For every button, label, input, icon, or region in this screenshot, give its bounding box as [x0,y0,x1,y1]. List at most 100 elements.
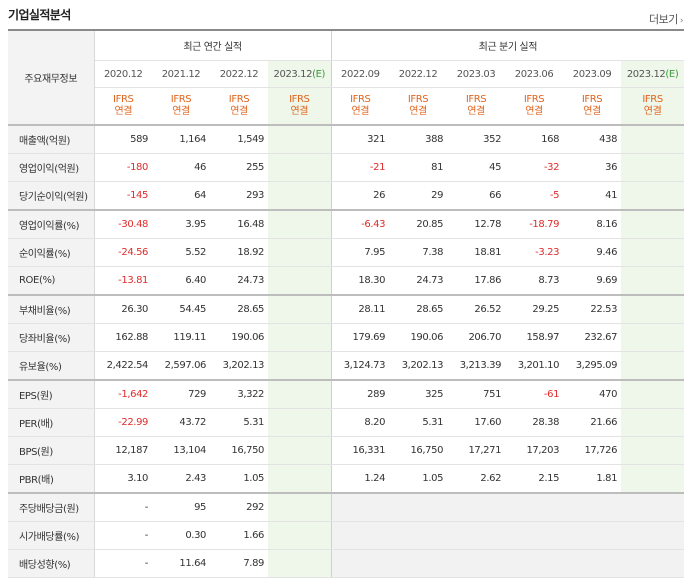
table-row: 유보율(%) 2,422.54 2,597.06 3,202.13 3,124.73 3,… [8,351,685,381]
annual-period-header: 2022.12 [210,60,268,88]
quarter-value-cell: -5 [505,181,564,211]
group-header-row: 주요재무정보 최근 연간 실적 최근 분기 실적 [8,29,685,126]
annual-value-cell: 13,104 [152,436,210,465]
quarter-empty-cell [505,521,564,550]
quarter-value-cell: 29.25 [505,294,564,324]
quarter-value-cell: 17,271 [447,436,506,465]
quarter-empty-cell [447,521,506,550]
row-label: 영업이익(억원) [8,153,95,182]
quarter-value-cell: 158.97 [505,323,564,352]
quarter-value-cell: 168 [505,124,564,154]
annual-value-cell: 54.45 [152,294,210,324]
quarter-value-cell: 41 [563,181,622,211]
annual-value-cell: 3.10 [94,464,152,494]
annual-value-cell: 3,202.13 [210,351,268,381]
annual-value-cell: -24.56 [94,238,152,267]
quarter-value-cell [621,436,685,465]
annual-value-cell [268,351,332,381]
quarter-empty-cell [389,521,448,550]
quarter-value-cell: 3,202.13 [389,351,448,381]
row-label: 부채비율(%) [8,294,95,324]
ifrs-basis-header: IFRS 연결 [152,87,210,126]
annual-value-cell: 255 [210,153,268,182]
table-row: 당좌비율(%) 162.88 119.11 190.06 179.69 190.06 206… [8,323,685,352]
quarter-value-cell: -3.23 [505,238,564,267]
quarter-value-cell: 1.81 [563,464,622,494]
annual-value-cell: 64 [152,181,210,211]
annual-value-cell: - [94,549,152,578]
annual-value-cell: 729 [152,379,210,409]
more-link[interactable]: 더보기 › [649,11,684,27]
annual-value-cell [268,181,332,211]
quarter-value-cell: 20.85 [389,209,448,239]
annual-value-cell [268,294,332,324]
annual-value-cell [268,436,332,465]
annual-value-cell [268,521,332,550]
ifrs-header-row: IFRS 연결 IFRS 연결 IFRS 연결 IFRS 연결 IFRS 연결 IFRS 연결 IFRS… [8,87,685,126]
quarter-value-cell: 1.24 [330,464,390,494]
quarter-period-header: 2023.03 [447,60,506,88]
quarter-value-cell: 1.05 [389,464,448,494]
row-label: BPS(원) [8,436,95,465]
quarter-value-cell: 5.31 [389,408,448,437]
annual-value-cell [268,266,332,296]
row-label: 유보율(%) [8,351,95,381]
quarter-value-cell: 17.60 [447,408,506,437]
annual-value-cell: 7.89 [210,549,268,578]
annual-value-cell: 1,164 [152,124,210,154]
more-link-label: 더보기 [649,13,678,26]
quarter-value-cell: 18.30 [330,266,390,296]
quarter-value-cell: -6.43 [330,209,390,239]
quarter-value-cell: 352 [447,124,506,154]
quarter-value-cell: 7.95 [330,238,390,267]
table-row: BPS(원) 12,187 13,104 16,750 16,331 16,750 17,2… [8,436,685,465]
annual-value-cell: -180 [94,153,152,182]
quarter-empty-cell [447,492,506,522]
quarter-empty-cell [505,492,564,522]
quarter-empty-cell [563,492,622,522]
quarter-value-cell: 26 [330,181,390,211]
quarter-value-cell [621,379,685,409]
annual-value-cell: 5.52 [152,238,210,267]
quarter-value-cell: 8.16 [563,209,622,239]
corner-header: 주요재무정보 [8,29,95,126]
table-row: 매출액(억원) 589 1,164 1,549 321 388 352 168 438 [8,124,685,154]
quarter-value-cell: 470 [563,379,622,409]
annual-value-cell [268,379,332,409]
row-label: 주당배당금(원) [8,492,95,522]
quarter-value-cell: -61 [505,379,564,409]
quarter-value-cell: 8.73 [505,266,564,296]
annual-value-cell: 46 [152,153,210,182]
quarter-value-cell: 28.11 [330,294,390,324]
annual-value-cell: 95 [152,492,210,522]
annual-period-header: 2021.12 [152,60,210,88]
quarter-value-cell: 321 [330,124,390,154]
table-row: EPS(원) -1,642 729 3,322 289 325 751 -61 470 [8,379,685,409]
row-label: 시가배당률(%) [8,521,95,550]
ifrs-basis-header: IFRS 연결 [210,87,268,126]
annual-value-cell: 28.65 [210,294,268,324]
quarter-value-cell: 45 [447,153,506,182]
annual-value-cell [268,124,332,154]
table-row: 영업이익률(%) -30.48 3.95 16.48 -6.43 20.85 12.78 -1… [8,209,685,239]
quarter-empty-cell [621,521,685,550]
quarter-value-cell: 289 [330,379,390,409]
annual-value-cell: 18.92 [210,238,268,267]
table-row: 주당배당금(원) -95 292 [8,492,685,522]
quarter-value-cell: 12.78 [447,209,506,239]
annual-value-cell [268,464,332,494]
table-row: 당기순이익(억원) -145 64 293 26 29 66 -5 41 [8,181,685,211]
row-label: PBR(배) [8,464,95,494]
annual-value-cell: -13.81 [94,266,152,296]
quarter-value-cell: 2.15 [505,464,564,494]
financial-summary-table: 주요재무정보 최근 연간 실적 최근 분기 실적 2020.12 2021.12 2… [8,29,685,578]
annual-value-cell [268,238,332,267]
annual-value-cell: - [94,492,152,522]
chevron-right-icon: › [679,16,684,26]
ifrs-basis-header: IFRS 연결 [94,87,152,126]
quarter-value-cell: 24.73 [389,266,448,296]
quarter-value-cell: 7.38 [389,238,448,267]
annual-value-cell: 12,187 [94,436,152,465]
table-row: 부채비율(%) 26.30 54.45 28.65 28.11 28.65 26.52 29.… [8,294,685,324]
quarter-value-cell: 17,726 [563,436,622,465]
